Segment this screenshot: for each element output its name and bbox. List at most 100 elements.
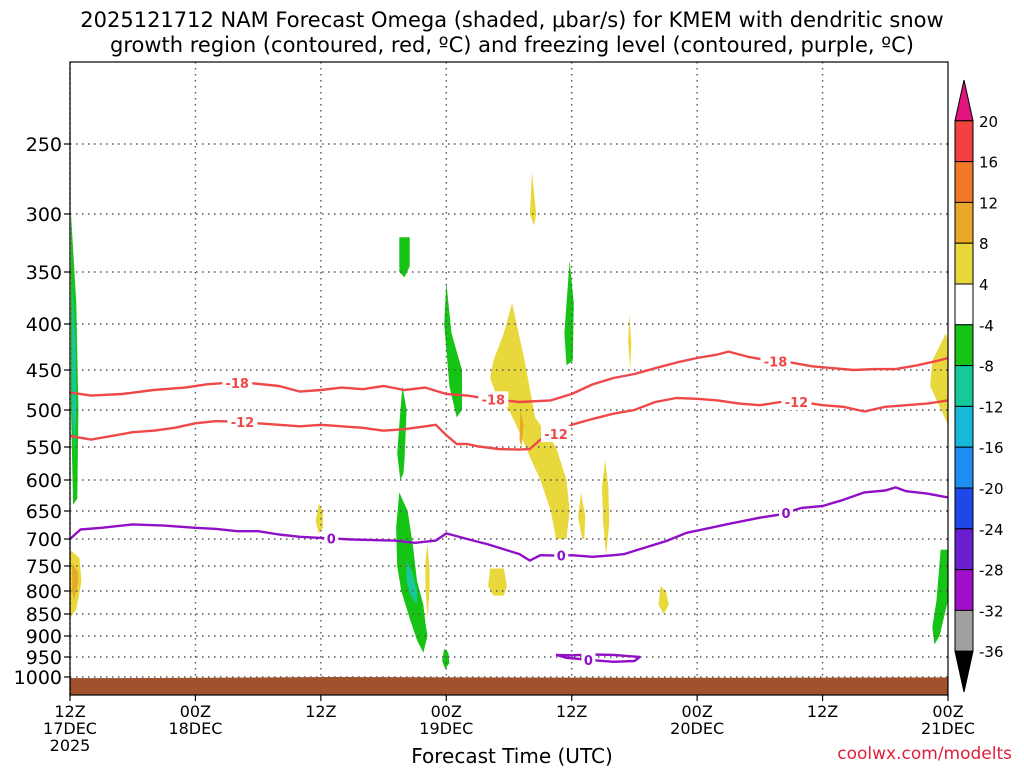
freezing-level-label-0: 0 [327,532,336,547]
colorbar-label-0: 20 [979,113,998,131]
dgz-minus12-label-bg-2 [781,394,812,410]
sinking-small-3 [628,313,632,370]
y-tick-label-450: 450 [26,360,62,382]
freezing-level-label-bg-2 [778,504,793,521]
sinking-small-1 [315,503,323,534]
y-tick-label-650: 650 [26,501,62,523]
upward-350 [399,237,410,278]
x-tick-label-48-0: 12Z [556,702,587,721]
sinking-right-edge [930,333,948,425]
colorbar-bin-11 [954,528,974,571]
freezing-level-loop-label-bg-0 [581,651,596,668]
colorbar-bin-5 [954,283,974,326]
colorbar-label-8: -16 [979,439,1004,457]
colorbar-label-13: -36 [979,643,1004,661]
sinking-small-4 [658,586,669,614]
upward-mid-left [397,386,407,480]
colorbar-bin-2 [954,161,974,203]
x-tick-label-12-0: 00Z [180,702,211,721]
colorbar-label-3: 8 [979,235,989,253]
x-tick-label-0-2: 2025 [50,736,91,755]
freezing-level-label-bg-1 [554,547,569,564]
colorbar-bin-4 [954,242,974,285]
colorbar-bin-1 [954,120,974,163]
x-tick-label-60-0: 00Z [681,702,712,721]
colorbar-bin-10 [954,487,974,530]
terrain-top [70,677,948,679]
y-tick-label-850: 850 [26,604,62,626]
upward-motion-left-edge-core [72,282,77,454]
colorbar-bin-8 [954,405,974,448]
upward-400-right [564,260,574,366]
colorbar-bin-3 [954,201,974,244]
sinking-top [529,172,537,226]
dgz-minus18-label-bg-1 [478,391,509,408]
upward-right-edge [932,549,948,645]
colorbar-label-10: -24 [979,521,1004,539]
credit-link[interactable]: coolwx.com/modelts [837,744,1012,764]
colorbar-label-1: 16 [979,154,998,172]
colorbar-bin-7 [954,365,974,407]
dgz-minus12-label-bg-1 [541,426,572,443]
dgz-minus18-label-2: -18 [764,355,788,370]
y-tick-label-550: 550 [26,437,62,459]
dgz-minus12-label-1: -12 [544,428,568,443]
y-tick-label-250: 250 [26,134,62,156]
y-tick-label-800: 800 [26,581,62,603]
y-tick-label-750: 750 [26,556,62,578]
y-tick-label-700: 700 [26,529,62,551]
colorbar-bin-14 [954,650,974,693]
x-tick-label-84-1: 21DEC [921,719,975,738]
dgz-minus18-label-1: -18 [482,393,506,408]
freezing-level-loop [555,653,641,663]
colorbar-bin-6 [954,324,974,367]
x-tick-label-60-1: 20DEC [670,719,724,738]
x-tick-label-0-1: 17DEC [43,719,97,738]
dgz-minus18-label-bg-2 [760,353,791,370]
sinking-small-2 [425,544,430,619]
colorbar-label-5: -4 [979,317,994,335]
colorbar-bin-0 [954,79,974,122]
freezing-level-label-bg-0 [324,530,339,547]
dgz-minus12-label-bg-0 [227,414,258,431]
y-tick-label-900: 900 [26,626,62,648]
y-tick-label-950: 950 [26,647,62,669]
sinking-600 [602,460,610,556]
x-tick-label-24-0: 12Z [305,702,336,721]
freezing-level [69,486,949,562]
colorbar-label-9: -20 [979,480,1004,498]
freezing-level-label-2: 0 [781,507,790,522]
y-tick-label-400: 400 [26,314,62,336]
colorbar-bin-9 [954,446,974,489]
chart-title-line2: growth region (contoured, red, ºC) and f… [110,33,914,57]
colorbar-label-2: 12 [979,194,998,212]
upward-big-low-core [406,560,417,605]
colorbar-bin-12 [954,569,974,611]
colorbar-label-12: -32 [979,602,1004,620]
x-axis-label: Forecast Time (UTC) [411,744,613,768]
y-tick-label-1000: 1000 [14,667,62,689]
colorbar-label-4: 4 [979,276,989,294]
colorbar-label-7: -12 [979,398,1004,416]
upward-400 [444,282,462,418]
sinking-left-edge-core [72,563,79,601]
x-tick-label-12-1: 18DEC [168,719,222,738]
sinking-big-column [490,303,570,539]
y-tick-label-350: 350 [26,262,62,284]
sinking-tail-right [578,492,586,539]
dgz-minus18-label-bg-0 [222,374,253,391]
x-tick-label-36-1: 19DEC [419,719,473,738]
sinking-800 [488,568,507,596]
x-tick-label-84-0: 00Z [932,702,963,721]
colorbar-label-11: -28 [979,562,1004,580]
y-tick-label-500: 500 [26,400,62,422]
colorbar-bin-13 [954,609,974,652]
chart-title-line1: 2025121712 NAM Forecast Omega (shaded, μ… [80,8,944,32]
upward-950 [442,648,450,669]
dgz-minus18-label-0: -18 [225,377,249,392]
sinking-big-column-core [519,410,524,447]
dgz-minus12-label-2: -12 [785,396,809,411]
dgz-minus12-label-0: -12 [231,416,255,431]
colorbar-label-6: -8 [979,358,994,376]
